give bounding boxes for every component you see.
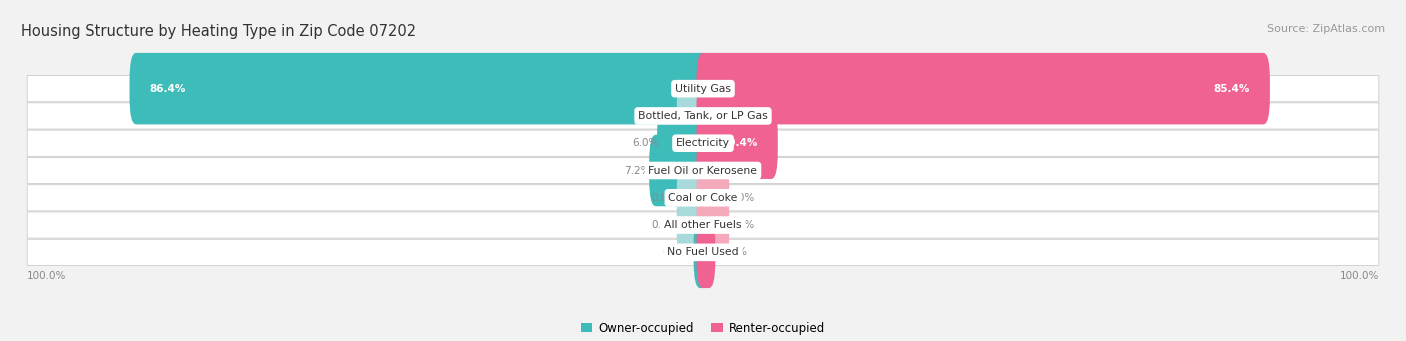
FancyBboxPatch shape — [27, 103, 1379, 129]
Text: 0.0%: 0.0% — [652, 220, 678, 230]
Text: 100.0%: 100.0% — [27, 270, 66, 281]
FancyBboxPatch shape — [696, 107, 778, 179]
Text: Housing Structure by Heating Type in Zip Code 07202: Housing Structure by Heating Type in Zip… — [21, 24, 416, 39]
Text: Fuel Oil or Kerosene: Fuel Oil or Kerosene — [648, 165, 758, 176]
FancyBboxPatch shape — [650, 135, 710, 206]
Text: 7.2%: 7.2% — [624, 165, 651, 176]
Text: 2.4%: 2.4% — [724, 111, 751, 121]
Text: 0.43%: 0.43% — [662, 247, 695, 257]
Text: 100.0%: 100.0% — [1340, 270, 1379, 281]
FancyBboxPatch shape — [696, 135, 716, 206]
Text: Coal or Coke: Coal or Coke — [668, 193, 738, 203]
Text: Electricity: Electricity — [676, 138, 730, 148]
Text: 86.4%: 86.4% — [149, 84, 186, 94]
FancyBboxPatch shape — [696, 217, 716, 288]
Text: 0.0%: 0.0% — [728, 193, 754, 203]
FancyBboxPatch shape — [696, 80, 725, 152]
FancyBboxPatch shape — [27, 239, 1379, 265]
FancyBboxPatch shape — [27, 212, 1379, 238]
Text: Bottled, Tank, or LP Gas: Bottled, Tank, or LP Gas — [638, 111, 768, 121]
Text: All other Fuels: All other Fuels — [664, 220, 742, 230]
FancyBboxPatch shape — [676, 189, 710, 261]
Text: 10.4%: 10.4% — [721, 138, 758, 148]
Text: 6.0%: 6.0% — [633, 138, 658, 148]
FancyBboxPatch shape — [27, 130, 1379, 156]
FancyBboxPatch shape — [657, 107, 710, 179]
Text: Utility Gas: Utility Gas — [675, 84, 731, 94]
FancyBboxPatch shape — [676, 80, 710, 152]
FancyBboxPatch shape — [696, 162, 730, 234]
FancyBboxPatch shape — [27, 185, 1379, 211]
FancyBboxPatch shape — [27, 76, 1379, 102]
Legend: Owner-occupied, Renter-occupied: Owner-occupied, Renter-occupied — [581, 322, 825, 335]
FancyBboxPatch shape — [696, 189, 730, 261]
Text: 0.88%: 0.88% — [714, 247, 747, 257]
Text: Source: ZipAtlas.com: Source: ZipAtlas.com — [1267, 24, 1385, 34]
FancyBboxPatch shape — [693, 217, 710, 288]
Text: 0.0%: 0.0% — [652, 111, 678, 121]
Text: No Fuel Used: No Fuel Used — [668, 247, 738, 257]
Text: 0.91%: 0.91% — [714, 165, 747, 176]
FancyBboxPatch shape — [27, 158, 1379, 183]
Text: 0.0%: 0.0% — [652, 193, 678, 203]
FancyBboxPatch shape — [129, 53, 710, 124]
FancyBboxPatch shape — [696, 53, 1270, 124]
FancyBboxPatch shape — [676, 162, 710, 234]
Text: 0.0%: 0.0% — [728, 220, 754, 230]
Text: 85.4%: 85.4% — [1213, 84, 1250, 94]
